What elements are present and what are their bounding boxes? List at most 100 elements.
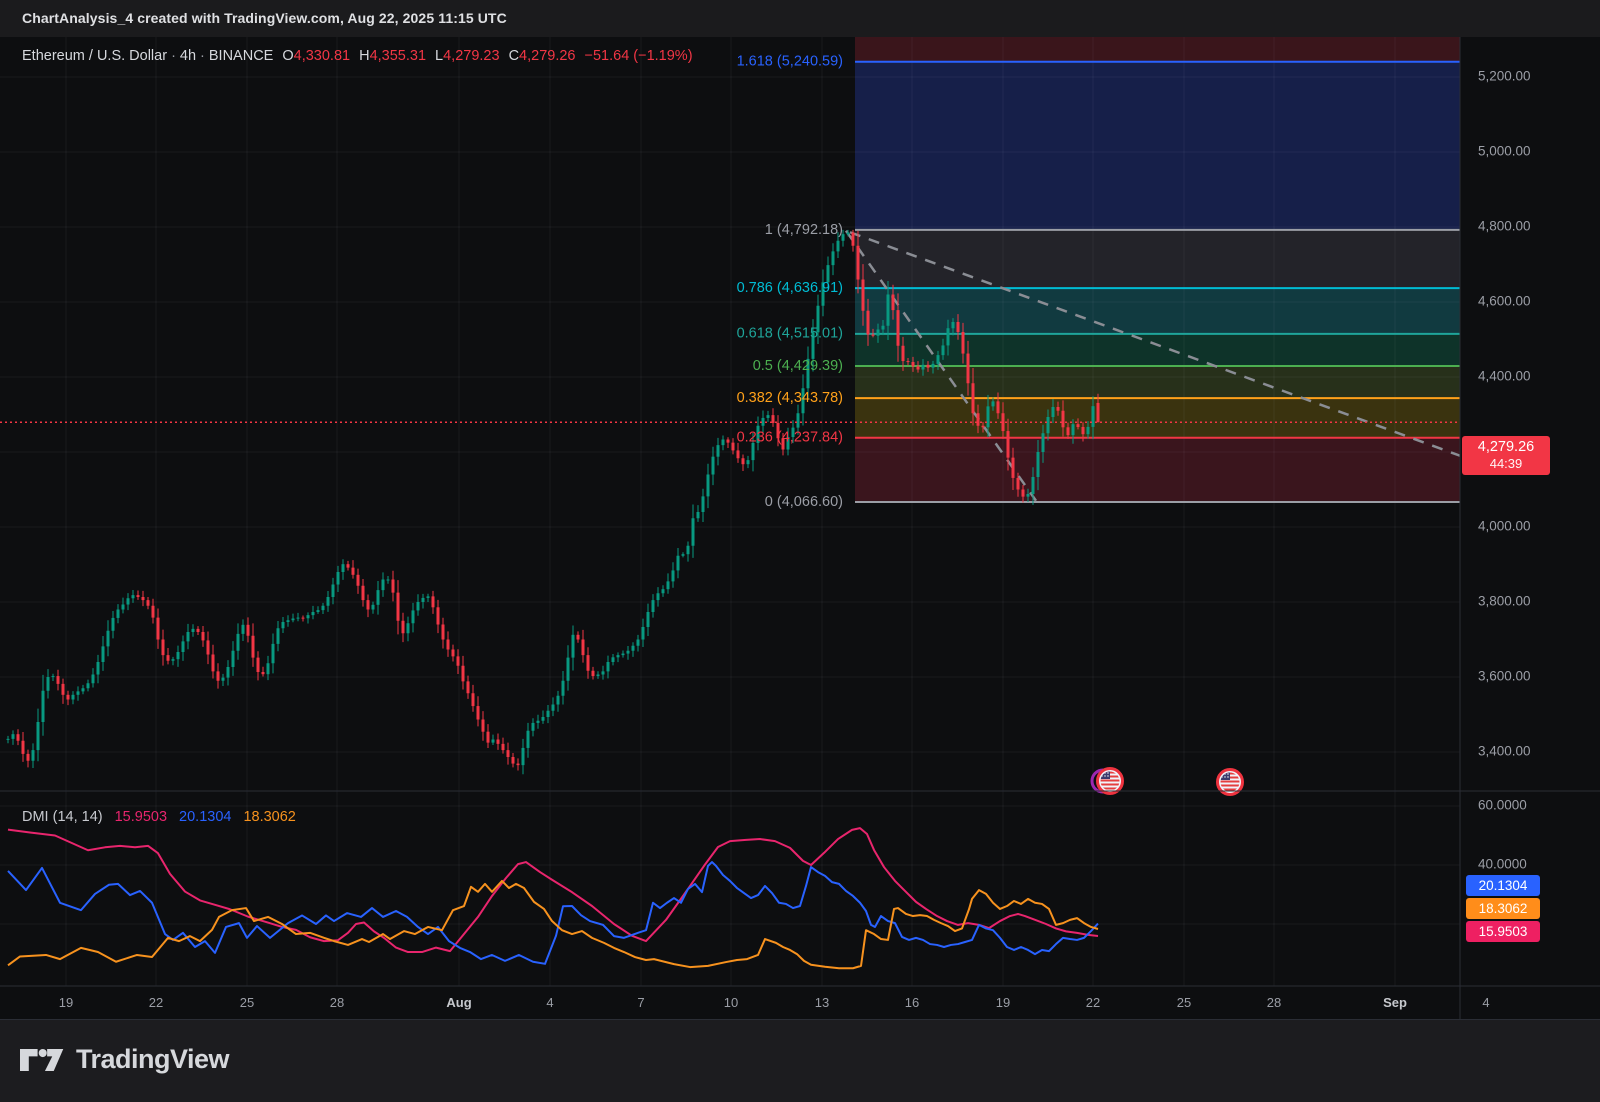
price-axis-label[interactable]: 3,600.00 — [1478, 669, 1531, 684]
candle-body — [746, 460, 750, 465]
time-axis-label[interactable]: Aug — [446, 995, 471, 1010]
candle-body — [156, 617, 160, 640]
time-axis-label[interactable]: Sep — [1383, 995, 1407, 1010]
candle-body — [256, 657, 260, 672]
chart-panes — [0, 37, 1460, 986]
candle-body — [1081, 427, 1085, 435]
candle-body — [521, 747, 525, 766]
candle-body — [261, 672, 265, 675]
candle-body — [561, 680, 565, 696]
candle-body — [481, 719, 485, 732]
price-axis-label[interactable]: 5,200.00 — [1478, 69, 1531, 84]
candle-body — [1031, 477, 1035, 494]
candle-body — [616, 655, 620, 658]
price-axis-label[interactable]: 4,800.00 — [1478, 219, 1531, 234]
candle-body — [201, 632, 205, 641]
candle-body — [81, 688, 85, 692]
dmi-title[interactable]: DMI — [22, 809, 49, 825]
chart-area[interactable]: 1.618 (5,240.59) 1 (4,792.18) 0.786 (4,636… — [0, 37, 1600, 1020]
candle-body — [741, 458, 745, 465]
tradingview-logo-icon — [20, 1048, 64, 1071]
economic-event-marker-us-flag-icon[interactable] — [1090, 767, 1124, 795]
time-axis-label[interactable]: 7 — [637, 995, 644, 1010]
candle-body — [426, 596, 430, 598]
candle-body — [101, 646, 105, 662]
time-axis-label[interactable]: 10 — [724, 995, 738, 1010]
candle-body — [621, 653, 625, 656]
fib-band — [855, 333, 1460, 366]
time-axis-label[interactable]: 22 — [1086, 995, 1100, 1010]
time-axis-label[interactable]: 22 — [149, 995, 163, 1010]
time-axis-label[interactable]: 16 — [905, 995, 919, 1010]
dmi-axis-label[interactable]: 40.0000 — [1478, 857, 1527, 872]
candle-body — [26, 753, 30, 761]
trendline-dashed[interactable] — [844, 230, 1038, 502]
time-axis-label[interactable]: 19 — [996, 995, 1010, 1010]
economic-event-marker-us-flag-icon[interactable] — [1216, 768, 1244, 796]
time-axis-label[interactable]: 25 — [240, 995, 254, 1010]
candle-body — [1041, 433, 1045, 452]
dmi-axis-label[interactable]: 60.0000 — [1478, 798, 1527, 813]
candle-body — [421, 597, 425, 602]
fib-level-label: 0.5 (4,429.39) — [753, 358, 843, 374]
time-axis-label[interactable]: 28 — [1267, 995, 1281, 1010]
candle-body — [786, 437, 790, 450]
dmi-line-adx[interactable] — [7, 827, 1099, 954]
tradingview-logo[interactable]: TradingView — [20, 1044, 230, 1075]
plus-di-badge: 20.1304 — [1466, 875, 1540, 896]
dmi-line-plus_di[interactable] — [7, 861, 1099, 965]
candle-body — [1011, 457, 1015, 478]
last-price-badge: 4,279.26 44:39 — [1462, 436, 1550, 476]
candle-body — [661, 589, 665, 594]
fib-band — [855, 37, 1460, 62]
candle-body — [1061, 410, 1065, 428]
candle-body — [991, 401, 995, 407]
candle-body — [486, 731, 490, 743]
candle-body — [711, 456, 715, 475]
candle-body — [951, 322, 955, 329]
candle-body — [761, 417, 765, 426]
price-axis-label[interactable]: 3,800.00 — [1478, 594, 1531, 609]
symbol-name[interactable]: Ethereum / U.S. Dollar — [22, 48, 168, 64]
legend-separator: · — [200, 48, 205, 64]
time-axis-label[interactable]: 4 — [546, 995, 553, 1010]
fib-level-label: 1.618 (5,240.59) — [737, 54, 843, 70]
candle-body — [1086, 426, 1090, 435]
candle-body — [656, 593, 660, 601]
candle-body — [516, 763, 520, 766]
time-axis-label[interactable]: 25 — [1177, 995, 1191, 1010]
candle-body — [796, 413, 800, 428]
dmi-legend[interactable]: DMI (14, 14) 15.9503 20.1304 18.3062 — [22, 809, 296, 825]
time-axis-label[interactable]: 4 — [1482, 995, 1489, 1010]
candle-body — [86, 683, 90, 689]
candle-body — [831, 251, 835, 266]
time-axis-label[interactable]: 13 — [815, 995, 829, 1010]
trendline-dashed[interactable] — [849, 231, 1460, 457]
candle-body — [46, 677, 50, 691]
last-price-value: 4,279.26 — [1477, 439, 1535, 456]
price-axis-label[interactable]: 5,000.00 — [1478, 144, 1531, 159]
candle-body — [956, 322, 960, 332]
time-axis-label[interactable]: 28 — [330, 995, 344, 1010]
interval-label[interactable]: 4h — [179, 48, 197, 64]
candle-body — [691, 518, 695, 546]
open-value: 4,330.81 — [293, 48, 351, 64]
chart-canvas[interactable]: 1.618 (5,240.59) 1 (4,792.18) 0.786 (4,636… — [0, 37, 1600, 1020]
candle-body — [926, 364, 930, 368]
candle-body — [736, 450, 740, 459]
fib-level-label: 0 (4,066.60) — [765, 494, 843, 510]
candle-body — [251, 635, 255, 658]
candle-body — [726, 439, 730, 443]
close-key: C — [508, 48, 520, 64]
dmi-line-minus_di[interactable] — [7, 879, 1099, 970]
candle-body — [526, 730, 530, 748]
price-axis-label[interactable]: 4,000.00 — [1478, 519, 1531, 534]
tradingview-logo-text: TradingView — [76, 1044, 230, 1074]
price-axis-label[interactable]: 3,400.00 — [1478, 744, 1531, 759]
candle-body — [966, 353, 970, 384]
price-axis-label[interactable]: 4,600.00 — [1478, 294, 1531, 309]
price-axis-label[interactable]: 4,400.00 — [1478, 369, 1531, 384]
candle-body — [131, 595, 135, 599]
symbol-legend[interactable]: Ethereum / U.S. Dollar · 4h · BINANCE O4,330.… — [22, 48, 693, 64]
time-axis-label[interactable]: 19 — [59, 995, 73, 1010]
